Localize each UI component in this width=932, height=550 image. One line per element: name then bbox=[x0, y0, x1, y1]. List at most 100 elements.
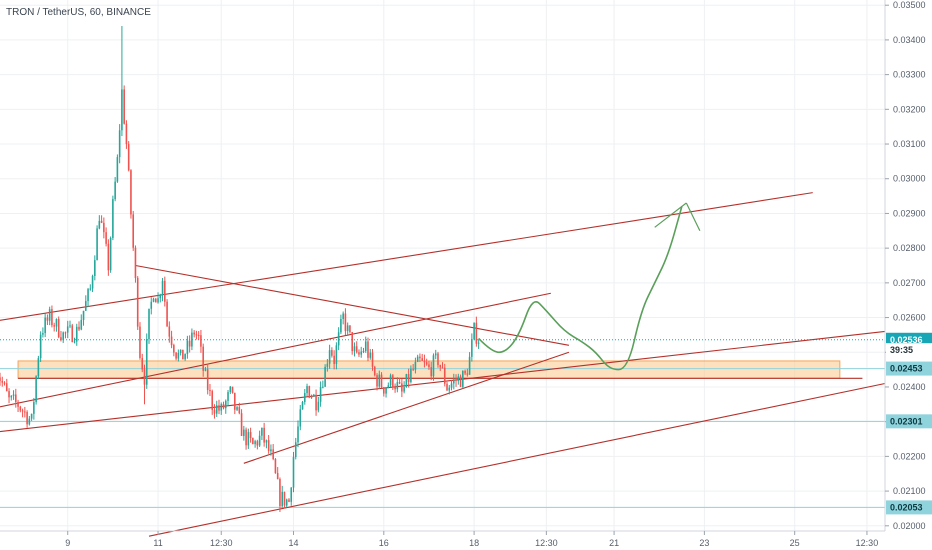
candle[interactable] bbox=[231, 386, 234, 394]
candle[interactable] bbox=[139, 322, 141, 360]
candle[interactable] bbox=[299, 404, 302, 431]
candle[interactable] bbox=[218, 399, 220, 415]
candle[interactable] bbox=[240, 409, 243, 437]
candle[interactable] bbox=[274, 458, 277, 474]
candle[interactable] bbox=[452, 373, 455, 390]
candle[interactable] bbox=[80, 314, 83, 331]
candle[interactable] bbox=[215, 400, 218, 417]
candle[interactable] bbox=[331, 347, 333, 358]
candle[interactable] bbox=[175, 352, 177, 361]
candle[interactable] bbox=[326, 358, 329, 372]
candle[interactable] bbox=[121, 26, 123, 137]
candle[interactable] bbox=[263, 422, 265, 447]
candle[interactable] bbox=[62, 331, 65, 343]
candle[interactable] bbox=[200, 329, 202, 353]
candle[interactable] bbox=[123, 85, 125, 125]
candle[interactable] bbox=[75, 323, 78, 346]
candle[interactable] bbox=[428, 360, 430, 370]
candle[interactable] bbox=[125, 120, 128, 149]
candle[interactable] bbox=[369, 349, 372, 360]
candle[interactable] bbox=[195, 330, 198, 340]
candle[interactable] bbox=[148, 308, 150, 344]
candle[interactable] bbox=[19, 405, 22, 413]
candle[interactable] bbox=[118, 124, 121, 164]
candle[interactable] bbox=[66, 320, 69, 339]
candle[interactable] bbox=[380, 372, 383, 389]
candle[interactable] bbox=[457, 373, 460, 385]
candle[interactable] bbox=[283, 491, 286, 509]
candle[interactable] bbox=[209, 384, 211, 397]
candle[interactable] bbox=[367, 337, 369, 362]
candle[interactable] bbox=[272, 444, 274, 461]
candle[interactable] bbox=[342, 311, 344, 325]
candle[interactable] bbox=[306, 383, 308, 397]
candle[interactable] bbox=[150, 297, 153, 315]
candle[interactable] bbox=[419, 353, 421, 363]
candle[interactable] bbox=[182, 349, 184, 360]
candle[interactable] bbox=[15, 388, 17, 408]
candle[interactable] bbox=[245, 427, 247, 450]
candle[interactable] bbox=[21, 408, 24, 418]
candle[interactable] bbox=[91, 274, 94, 293]
candle[interactable] bbox=[261, 427, 263, 441]
candle[interactable] bbox=[5, 378, 8, 392]
candle[interactable] bbox=[188, 335, 191, 353]
candle[interactable] bbox=[446, 381, 448, 391]
candle[interactable] bbox=[414, 357, 417, 374]
candle[interactable] bbox=[258, 430, 261, 448]
candlesticks[interactable] bbox=[0, 26, 480, 512]
candle[interactable] bbox=[222, 401, 225, 410]
candle[interactable] bbox=[78, 321, 80, 331]
candle[interactable] bbox=[455, 374, 457, 387]
candle[interactable] bbox=[313, 393, 315, 398]
candle[interactable] bbox=[396, 377, 399, 393]
candle[interactable] bbox=[12, 390, 15, 400]
candle[interactable] bbox=[69, 320, 71, 329]
candle[interactable] bbox=[394, 383, 396, 393]
candle[interactable] bbox=[24, 406, 26, 418]
candle[interactable] bbox=[443, 363, 446, 387]
candle[interactable] bbox=[30, 413, 33, 421]
candle[interactable] bbox=[389, 373, 392, 388]
candle[interactable] bbox=[376, 373, 378, 391]
candle[interactable] bbox=[471, 333, 473, 362]
candle[interactable] bbox=[303, 389, 306, 405]
candle[interactable] bbox=[96, 225, 98, 261]
candle[interactable] bbox=[401, 378, 403, 398]
candle[interactable] bbox=[450, 380, 453, 391]
candle[interactable] bbox=[179, 349, 182, 356]
candle[interactable] bbox=[346, 322, 349, 336]
candle[interactable] bbox=[410, 365, 412, 384]
candle[interactable] bbox=[238, 402, 241, 415]
candle[interactable] bbox=[364, 336, 367, 353]
candle[interactable] bbox=[362, 347, 365, 354]
candle[interactable] bbox=[236, 406, 238, 412]
candle[interactable] bbox=[425, 358, 428, 366]
candle[interactable] bbox=[227, 389, 229, 406]
candle[interactable] bbox=[53, 322, 55, 332]
candle[interactable] bbox=[136, 276, 139, 330]
candle[interactable] bbox=[89, 284, 92, 291]
candle[interactable] bbox=[333, 350, 335, 370]
candle[interactable] bbox=[371, 348, 374, 371]
candle[interactable] bbox=[191, 328, 193, 351]
candle[interactable] bbox=[166, 299, 168, 327]
candle[interactable] bbox=[1, 376, 4, 387]
candle[interactable] bbox=[100, 215, 103, 224]
candle[interactable] bbox=[44, 313, 46, 338]
candle[interactable] bbox=[254, 439, 256, 448]
candle[interactable] bbox=[107, 239, 110, 276]
candle[interactable] bbox=[170, 330, 173, 349]
candle[interactable] bbox=[279, 477, 281, 512]
candle[interactable] bbox=[292, 451, 295, 493]
time-axis[interactable]: 9 11 12:30 14 16 18 12:30 21 23 25 12:30 bbox=[65, 531, 878, 548]
candle[interactable] bbox=[322, 380, 324, 389]
candle[interactable] bbox=[161, 277, 164, 302]
candle[interactable] bbox=[213, 404, 216, 419]
candle[interactable] bbox=[344, 308, 347, 336]
candle[interactable] bbox=[297, 420, 299, 448]
candle[interactable] bbox=[252, 437, 254, 445]
candle[interactable] bbox=[184, 353, 186, 361]
candle[interactable] bbox=[270, 444, 272, 456]
